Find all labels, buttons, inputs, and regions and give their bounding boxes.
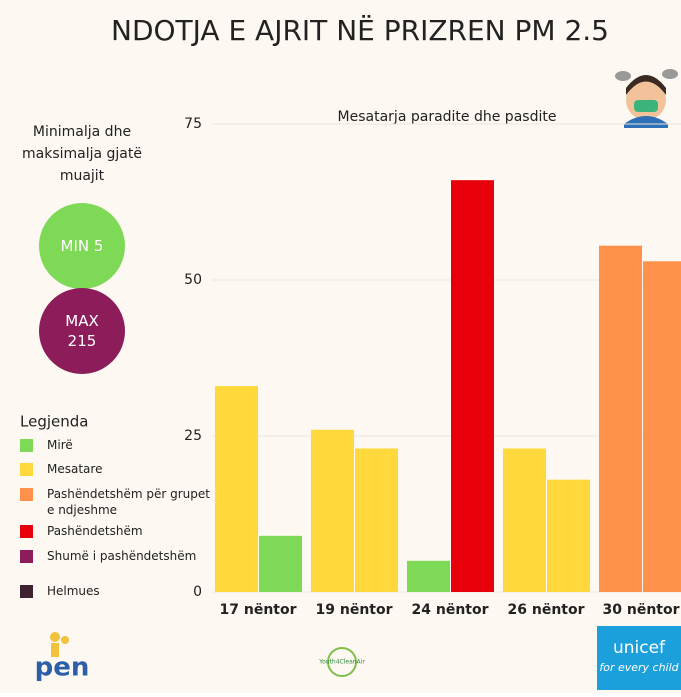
x-tick-label: 19 nëntor <box>316 602 393 618</box>
bar <box>259 536 302 592</box>
legend-swatch <box>20 488 33 501</box>
youth-text: Youth4CleanAir <box>318 659 365 666</box>
unicef-tagline: for every child <box>599 661 679 674</box>
min-label: MIN 5 <box>61 237 104 255</box>
x-tick-label: 24 nëntor <box>412 602 489 618</box>
bar <box>311 430 354 592</box>
bar <box>643 261 681 592</box>
legend-label: Shumë i pashëndetshëm <box>47 549 196 563</box>
y-tick-label: 75 <box>184 116 202 132</box>
legend-label: Helmues <box>47 584 100 598</box>
bar <box>547 480 590 592</box>
chart-title: NDOTJA E AJRIT NË PRIZREN PM 2.5 <box>111 14 609 47</box>
legend-swatch <box>20 439 33 452</box>
y-tick-label: 0 <box>193 584 202 600</box>
bar <box>599 246 642 592</box>
bar <box>503 448 546 592</box>
infographic: NDOTJA E AJRIT NË PRIZREN PM 2.5 Mesatar… <box>0 0 681 693</box>
y-tick-label: 25 <box>184 428 202 444</box>
legend-label: Pashëndetshëm <box>47 524 143 538</box>
pen-text: pen <box>35 653 90 683</box>
bar <box>215 386 258 592</box>
x-tick-label: 26 nëntor <box>508 602 585 618</box>
chart-subtitle: Mesatarja paradite dhe pasdite <box>338 109 557 125</box>
legend-label: Mirë <box>47 438 73 452</box>
unicef-text: unicef <box>613 638 666 658</box>
legend-swatch <box>20 525 33 538</box>
y-tick-label: 50 <box>184 272 202 288</box>
legend-label: Mesatare <box>47 462 102 476</box>
bar <box>451 180 494 592</box>
legend-title: Legjenda <box>20 413 88 431</box>
bar <box>407 561 450 592</box>
bar <box>355 448 398 592</box>
legend-swatch <box>20 585 33 598</box>
unicef-logo: unicef for every child <box>597 626 681 690</box>
legend-swatch <box>20 463 33 476</box>
x-tick-label: 30 nëntor <box>603 602 680 618</box>
legend-swatch <box>20 550 33 563</box>
x-tick-label: 17 nëntor <box>220 602 297 618</box>
